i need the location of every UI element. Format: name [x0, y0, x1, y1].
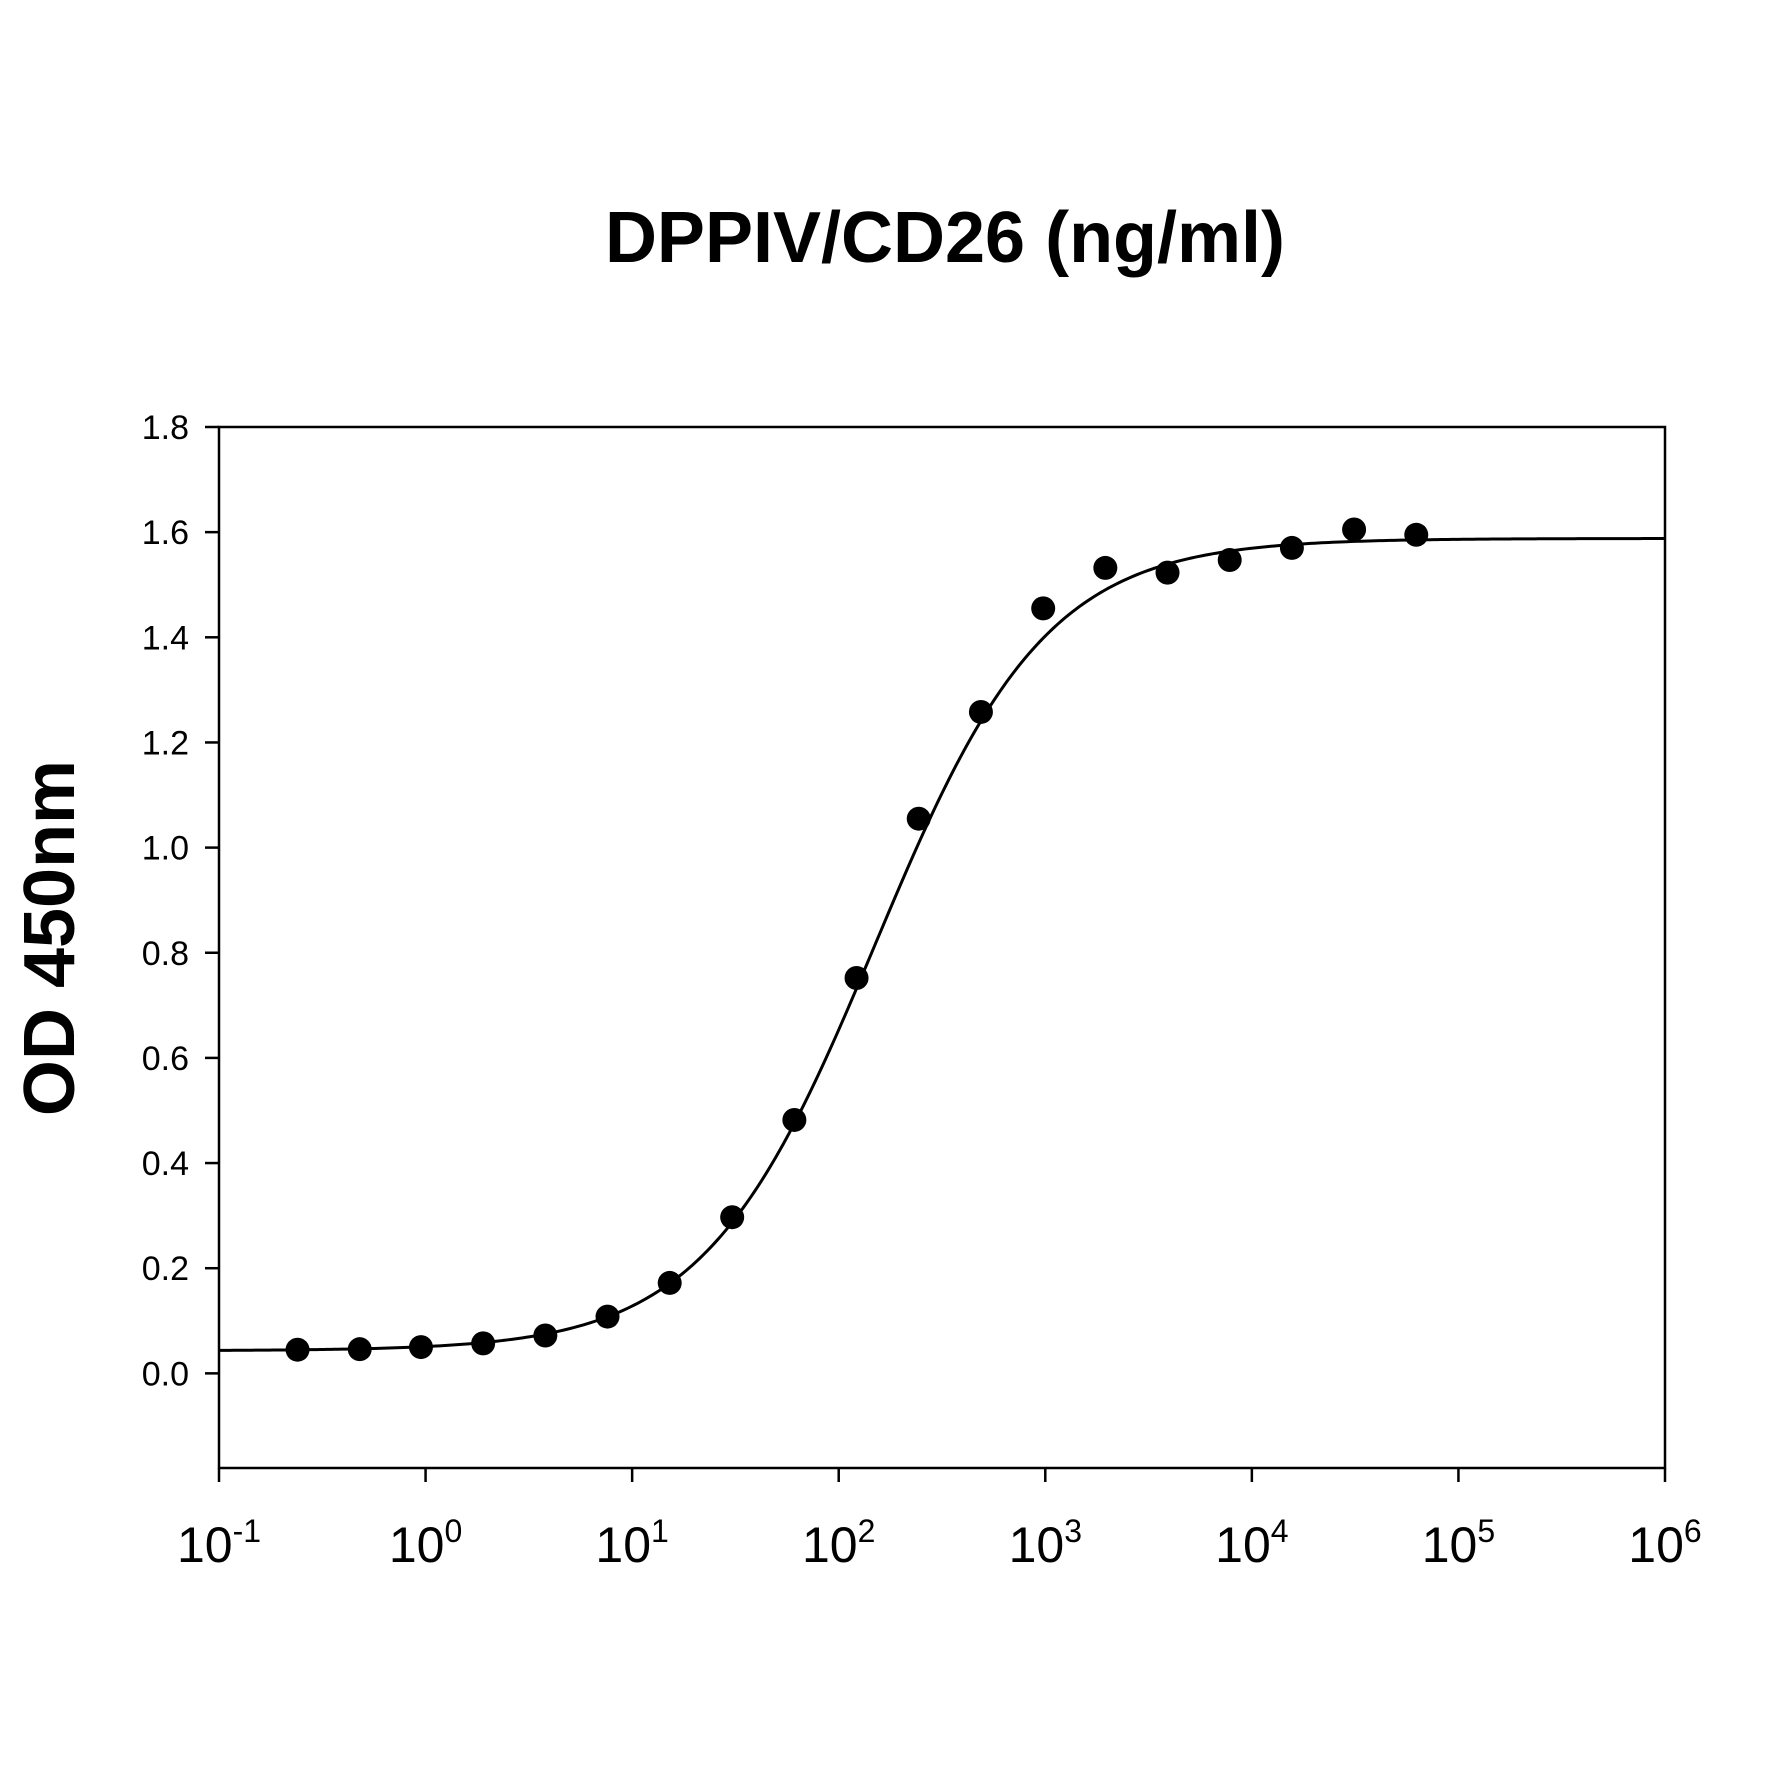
- data-point: [595, 1304, 620, 1329]
- x-tick-label: 10-1: [177, 1513, 261, 1573]
- x-tick-label: 104: [1215, 1513, 1288, 1573]
- x-tick-label: 102: [802, 1513, 875, 1573]
- x-tick-exponent: 4: [1271, 1513, 1289, 1549]
- x-tick-exponent: 5: [1477, 1513, 1495, 1549]
- x-tick-base: 10: [177, 1517, 233, 1573]
- data-point: [347, 1337, 372, 1362]
- x-tick-base: 10: [1422, 1517, 1478, 1573]
- x-tick-exponent: 3: [1064, 1513, 1082, 1549]
- x-axis-ticks: 10-1 100 101 102 103 104 105 106: [177, 1468, 1702, 1573]
- x-tick-exponent: 6: [1684, 1513, 1702, 1549]
- x-tick-exponent: 1: [651, 1513, 669, 1549]
- y-tick-label: 0.2: [142, 1250, 189, 1288]
- data-point: [1279, 535, 1304, 560]
- x-tick-base: 10: [1215, 1517, 1271, 1573]
- data-point: [408, 1335, 433, 1360]
- data-point: [1093, 555, 1118, 580]
- data-point: [285, 1337, 310, 1362]
- y-axis-label: OD 450nm: [10, 760, 90, 1116]
- data-point: [844, 965, 869, 990]
- data-point: [1217, 548, 1242, 573]
- x-tick-base: 10: [389, 1517, 445, 1573]
- fitted-four-parameter-curve: [218, 537, 1665, 1352]
- data-point: [1031, 596, 1056, 621]
- data-point: [782, 1107, 807, 1132]
- chart-title: DPPIV/CD26 (ng/ml): [605, 198, 1285, 278]
- x-tick-base: 10: [1009, 1517, 1065, 1573]
- data-point: [1342, 517, 1367, 542]
- data-point: [720, 1205, 745, 1230]
- data-points: [285, 517, 1429, 1362]
- y-tick-label: 0.8: [142, 935, 189, 973]
- y-tick-label: 1.4: [142, 619, 189, 657]
- y-axis-ticks: 0.0 0.2 0.4 0.6 0.8 1.0 1.2 1.4 1.6 1.8: [142, 409, 219, 1393]
- x-tick-exponent: 2: [858, 1513, 876, 1549]
- data-point: [1404, 522, 1429, 547]
- data-point: [471, 1331, 496, 1356]
- x-tick-base: 10: [595, 1517, 651, 1573]
- y-tick-label: 1.2: [142, 724, 189, 762]
- y-tick-label: 1.6: [142, 514, 189, 552]
- y-tick-label: 0.6: [142, 1040, 189, 1078]
- data-point: [657, 1270, 682, 1295]
- x-tick-base: 10: [802, 1517, 858, 1573]
- plot-frame: [217, 425, 1667, 1470]
- data-point: [968, 699, 993, 724]
- y-tick-label: 0.0: [142, 1355, 189, 1393]
- x-tick-exponent: 0: [444, 1513, 462, 1549]
- y-tick-label: 1.8: [142, 409, 189, 447]
- y-tick-label: 0.4: [142, 1145, 189, 1183]
- x-tick-label: 106: [1628, 1513, 1701, 1573]
- x-tick-label: 101: [595, 1513, 668, 1573]
- data-point: [1155, 560, 1180, 585]
- data-point: [533, 1323, 558, 1348]
- y-tick-label: 1.0: [142, 830, 189, 868]
- data-point: [906, 806, 931, 831]
- x-tick-label: 105: [1422, 1513, 1495, 1573]
- x-tick-label: 103: [1009, 1513, 1082, 1573]
- x-tick-base: 10: [1628, 1517, 1684, 1573]
- x-tick-label: 100: [389, 1513, 462, 1573]
- x-tick-exponent: -1: [233, 1513, 261, 1549]
